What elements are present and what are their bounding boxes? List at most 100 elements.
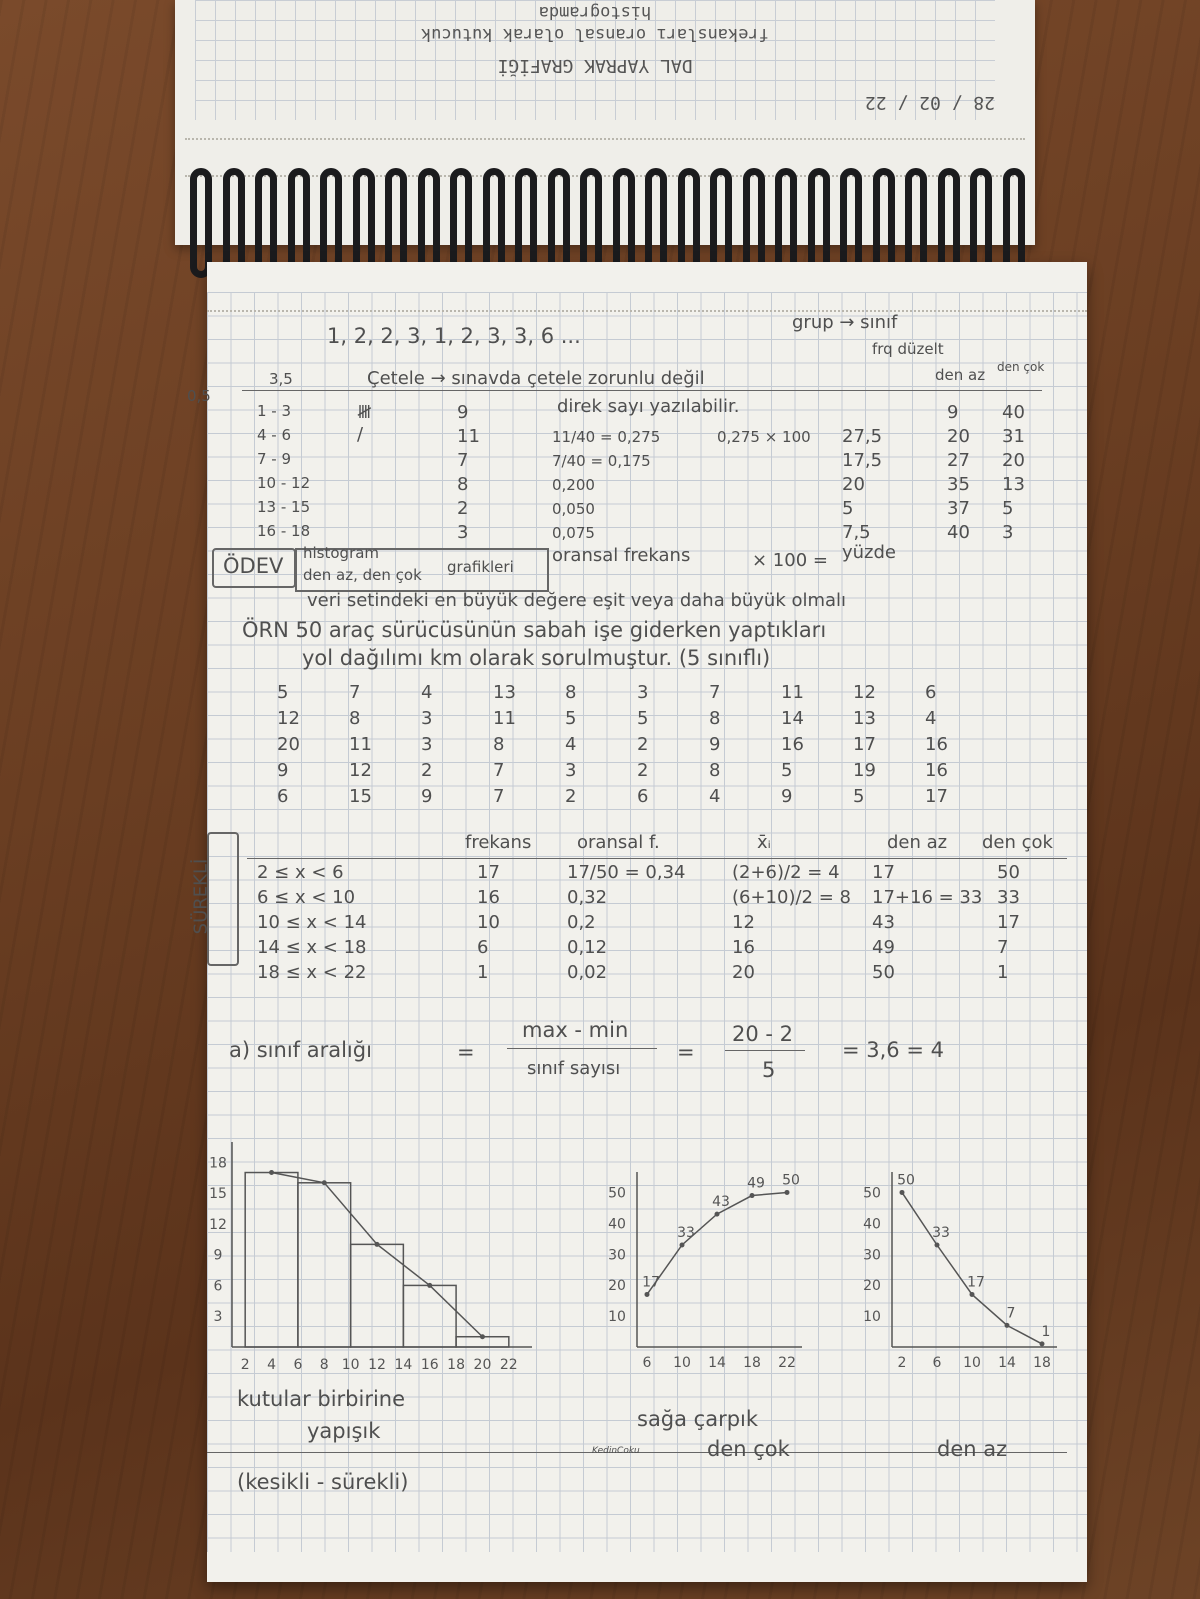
- table1-den-az-cell: 35: [947, 474, 970, 495]
- raw-data-value: 5: [853, 786, 865, 807]
- polygon-point: [479, 1334, 485, 1340]
- y-tick-label: 50: [608, 1185, 626, 1201]
- data-label: 33: [677, 1225, 695, 1241]
- y-tick-label: 50: [863, 1185, 881, 1201]
- den-az-caption: den az: [937, 1437, 1008, 1461]
- problem-line1: ÖRN 50 araç sürücüsünün sabah işe giderk…: [242, 618, 827, 642]
- table2-freq-cell: 6: [477, 937, 489, 958]
- polygon-point: [427, 1282, 433, 1288]
- raw-data-value: 16: [925, 734, 948, 755]
- table2-relative-cell: 17/50 = 0,34: [567, 862, 686, 883]
- homework-line2: den az, den çok: [303, 566, 422, 584]
- table1-freq-cell: 11: [457, 426, 480, 447]
- lower-bound-label: 0,5: [187, 387, 211, 405]
- problem-line2: yol dağılımı km olarak sorulmuştur. (5 s…: [302, 646, 771, 670]
- table1-percent-cell: 27,5: [842, 426, 883, 447]
- kesikli-surekli-caption: (kesikli - sürekli): [237, 1470, 409, 1494]
- table2-class-cell: 14 ≤ x < 18: [257, 937, 367, 958]
- table2-relative-cell: 0,32: [567, 887, 608, 908]
- raw-data-value: 16: [925, 760, 948, 781]
- table2-header: den az: [887, 832, 948, 853]
- x-tick-label: 18: [447, 1357, 465, 1372]
- spiral-coil: [190, 168, 212, 278]
- table1-freq-cell: 3: [457, 522, 469, 543]
- y-tick-label: 20: [863, 1278, 881, 1294]
- x-tick-label: 22: [500, 1357, 518, 1372]
- table1-percent-cell: 20: [842, 474, 865, 495]
- table1-relative-cell: 0,200: [552, 476, 595, 494]
- table2-header: oransal f.: [577, 832, 660, 853]
- data-label: 17: [967, 1274, 985, 1290]
- raw-data-value: 9: [709, 734, 721, 755]
- table1-tally-cell: /: [357, 424, 364, 445]
- formula-label: a) sınıf aralığı: [229, 1038, 372, 1062]
- raw-data-value: 8: [709, 708, 721, 729]
- table2-class-cell: 18 ≤ x < 22: [257, 962, 367, 983]
- table2-den-cok-cell: 7: [997, 937, 1009, 958]
- x-tick-label: 18: [1033, 1355, 1051, 1371]
- spiral-binding: [190, 168, 1040, 283]
- table2-class-cell: 10 ≤ x < 14: [257, 912, 367, 933]
- raw-data-value: 12: [349, 760, 372, 781]
- table2-den-cok-cell: 33: [997, 887, 1020, 908]
- raw-data-value: 3: [565, 760, 577, 781]
- table2-midpoint-cell: 20: [732, 962, 755, 983]
- formula-numerator: max - min: [522, 1018, 629, 1042]
- table1-relative-cell: 0,050: [552, 500, 595, 518]
- perforation-line: [185, 175, 1025, 177]
- raw-data-value: 4: [565, 734, 577, 755]
- table2-den-az-cell: 43: [872, 912, 895, 933]
- table2-den-az-cell: 17: [872, 862, 895, 883]
- raw-data-value: 5: [277, 682, 289, 703]
- table1-tally-cell: 𝍸: [357, 402, 372, 423]
- data-point: [1039, 1341, 1045, 1347]
- x-tick-label: 10: [342, 1357, 360, 1372]
- table2-midpoint-cell: (6+10)/2 = 8: [732, 887, 851, 908]
- yapisik-caption: yapışık: [307, 1419, 381, 1443]
- raw-data-value: 7: [493, 786, 505, 807]
- homework-line1: histogram: [303, 544, 380, 562]
- table1-relative-cell: 7/40 = 0,175: [552, 452, 651, 470]
- data-point: [969, 1291, 975, 1297]
- formula-denominator: sınıf sayısı: [527, 1058, 621, 1079]
- times-100-label: × 100 =: [752, 550, 828, 571]
- previous-page-line3: DAL YAPRAK GRAFİĞİ: [497, 55, 693, 76]
- table2-midpoint-cell: 16: [732, 937, 755, 958]
- raw-data-value: 11: [781, 682, 804, 703]
- raw-data-value: 8: [565, 682, 577, 703]
- table1-percent-cell: 17,5: [842, 450, 883, 471]
- raw-data-value: 17: [853, 734, 876, 755]
- raw-data-value: 8: [493, 734, 505, 755]
- page-grid: [207, 292, 1087, 1552]
- table1-den-az-cell: 20: [947, 426, 970, 447]
- raw-data-value: 2: [637, 734, 649, 755]
- y-tick-label: 10: [863, 1309, 881, 1325]
- x-tick-label: 14: [394, 1357, 412, 1372]
- histogram-bar: [297, 1182, 352, 1348]
- table1-den-cok-cell: 20: [1002, 450, 1025, 471]
- table1-percent-cell: 5: [842, 498, 854, 519]
- raw-data-value: 5: [781, 760, 793, 781]
- cetele-note: Çetele → sınavda çetele zorunlu değil: [367, 368, 705, 389]
- x-tick-label: 12: [368, 1357, 386, 1372]
- raw-data-value: 4: [421, 682, 433, 703]
- x-tick-label: 6: [933, 1355, 942, 1371]
- raw-data-value: 7: [709, 682, 721, 703]
- data-label: 7: [1007, 1305, 1016, 1321]
- raw-data-value: 6: [637, 786, 649, 807]
- data-label: 49: [747, 1176, 765, 1192]
- data-label: 50: [782, 1172, 800, 1188]
- data-point: [934, 1242, 940, 1248]
- previous-page-grid: [195, 0, 995, 120]
- polygon-point: [269, 1170, 275, 1176]
- perforation-line: [185, 138, 1025, 140]
- table2-class-cell: 6 ≤ x < 10: [257, 887, 356, 908]
- odev-label: ÖDEV: [223, 554, 284, 578]
- table2-header: den çok: [982, 832, 1053, 853]
- table1-freq-cell: 7: [457, 450, 469, 471]
- data-point: [784, 1189, 790, 1195]
- frequency-polygon: [271, 1171, 483, 1338]
- den-cok-caption: den çok: [707, 1437, 790, 1461]
- table1-den-cok-cell: 31: [1002, 426, 1025, 447]
- raw-data-value: 11: [349, 734, 372, 755]
